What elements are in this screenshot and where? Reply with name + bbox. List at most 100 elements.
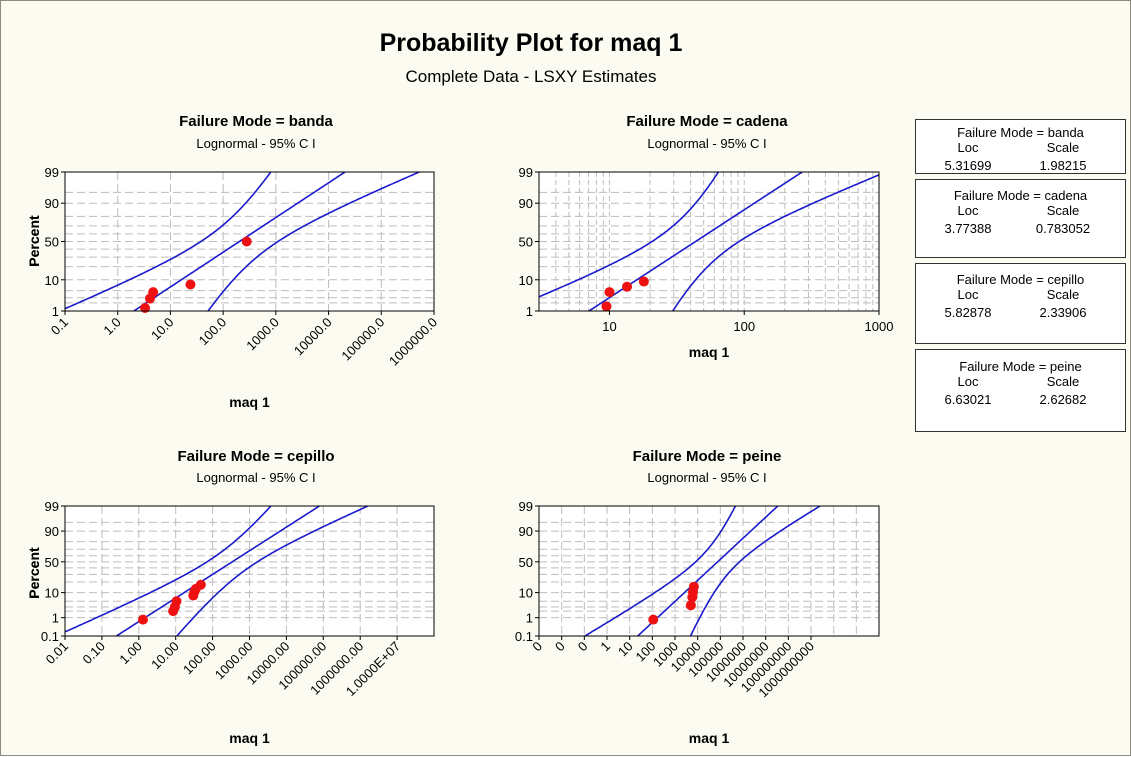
legend-loc-header: Loc xyxy=(957,287,979,302)
data-point xyxy=(638,276,649,287)
x-tick-label: 0 xyxy=(575,639,591,655)
plot-frame xyxy=(538,505,880,637)
y-tick-label: 99 xyxy=(45,499,59,514)
legend-scale-value: 0.783052 xyxy=(1035,221,1091,236)
fitted-line xyxy=(115,506,320,636)
y-axis-label: Percent xyxy=(26,215,42,267)
legend-scale-header: Scale xyxy=(1046,287,1080,302)
plot-background xyxy=(539,506,879,636)
y-tick-label: 90 xyxy=(519,524,533,539)
legend-box-title: Failure Mode = cepillo xyxy=(956,272,1085,287)
y-tick-label: 50 xyxy=(519,235,533,250)
fit-lines xyxy=(65,172,420,311)
legend-loc-value: 6.63021 xyxy=(944,392,992,407)
data-point xyxy=(148,287,159,298)
legend-box-cadena: Failure Mode = cadena Loc Scale 3.77388 0.… xyxy=(915,179,1126,258)
y-tick-label: 10 xyxy=(519,586,533,601)
x-tick-label: 10 xyxy=(602,319,616,334)
x-tick-label: 10 xyxy=(615,639,636,660)
x-tick-label: 1 xyxy=(597,639,613,655)
x-tick-label: 10.00 xyxy=(148,639,182,673)
legend-scale-value: 2.33906 xyxy=(1039,305,1087,320)
legend-loc-value: 3.77388 xyxy=(944,221,992,236)
data-point xyxy=(195,579,206,590)
x-tick-label: 100 xyxy=(733,319,755,334)
panel-3-subtitle: Lognormal - 95% C I xyxy=(196,470,316,485)
gridlines xyxy=(539,172,879,311)
upper-ci-line xyxy=(65,172,272,310)
y-tick-label: 50 xyxy=(45,235,59,250)
y-tick-label: 10 xyxy=(45,273,59,288)
panel-1-subtitle: Lognormal - 95% C I xyxy=(196,136,316,151)
y-tick-label: 90 xyxy=(519,196,533,211)
upper-ci-line xyxy=(65,506,272,633)
data-point xyxy=(604,287,615,298)
lower-ci-line xyxy=(689,506,821,636)
data-point xyxy=(601,301,612,312)
x-axis-label: maq 1 xyxy=(689,344,730,360)
legend-box-title: Failure Mode = banda xyxy=(957,125,1084,140)
legend-scale-value: 2.62682 xyxy=(1039,392,1087,407)
y-axis-label: Percent xyxy=(26,215,42,267)
legend-box-cepillo: Failure Mode = cepillo Loc Scale 5.82878 2… xyxy=(915,263,1126,344)
lower-ci-line xyxy=(207,172,420,311)
fit-lines xyxy=(584,506,821,636)
panel-2-title: Failure Mode = cadena xyxy=(626,113,788,130)
data-points xyxy=(138,579,206,625)
legend-box-title: Failure Mode = cadena xyxy=(953,188,1088,203)
data-point xyxy=(138,614,149,625)
x-tick-label: 10.0 xyxy=(148,315,177,344)
panel-4-subtitle: Lognormal - 95% C I xyxy=(647,470,767,485)
data-point xyxy=(648,614,659,625)
y-tick-label: 0.1 xyxy=(41,629,59,644)
y-tick-label: 0.1 xyxy=(515,629,533,644)
fitted-line xyxy=(133,172,346,311)
data-points xyxy=(601,276,649,312)
y-axis-label: Percent xyxy=(26,547,42,599)
panel-3-title: Failure Mode = cepillo xyxy=(177,448,335,465)
fitted-line xyxy=(637,506,779,636)
y-tick-label: 10 xyxy=(519,273,533,288)
y-tick-label: 90 xyxy=(45,196,59,211)
legend-loc-value: 5.31699 xyxy=(944,158,992,173)
x-tick-label: 100.0 xyxy=(196,315,230,349)
legend-box-banda: Failure Mode = banda Loc Scale 5.31699 1.9… xyxy=(915,119,1126,174)
y-tick-label: 50 xyxy=(519,555,533,570)
legend-scale-value: 1.98215 xyxy=(1039,158,1087,173)
data-points xyxy=(648,581,699,625)
y-tick-label: 10 xyxy=(45,586,59,601)
y-tick-label: 99 xyxy=(519,499,533,514)
data-points xyxy=(140,236,252,314)
data-point xyxy=(241,236,252,247)
data-point xyxy=(685,600,696,611)
fit-lines xyxy=(65,506,369,636)
x-tick-label: 1000000.0 xyxy=(386,315,440,369)
legend-loc-header: Loc xyxy=(957,140,979,155)
legend-loc-header: Loc xyxy=(957,374,979,389)
data-point xyxy=(622,281,633,292)
x-tick-label: 1000 xyxy=(865,319,894,334)
y-tick-label: 99 xyxy=(519,165,533,180)
x-axis-label: maq 1 xyxy=(229,730,270,746)
data-point xyxy=(688,581,699,592)
data-point xyxy=(140,303,151,314)
x-axis-label: maq 1 xyxy=(689,730,730,746)
data-point xyxy=(171,596,182,607)
x-tick-label: 0 xyxy=(529,639,545,655)
legend-loc-header: Loc xyxy=(957,203,979,218)
x-tick-label: 0.10 xyxy=(80,639,109,668)
y-tick-label: 1 xyxy=(52,304,59,319)
main-title: Probability Plot for maq 1 xyxy=(379,29,683,57)
x-tick-label: 1000.0 xyxy=(243,315,282,354)
x-tick-label: 100000.0 xyxy=(338,315,387,364)
upper-ci-line xyxy=(539,172,720,298)
legend-box-title: Failure Mode = peine xyxy=(959,359,1082,374)
y-tick-label: 90 xyxy=(45,524,59,539)
data-point xyxy=(185,279,196,290)
main-subtitle: Complete Data - LSXY Estimates xyxy=(405,67,657,86)
x-tick-label: 10000.0 xyxy=(291,315,335,359)
